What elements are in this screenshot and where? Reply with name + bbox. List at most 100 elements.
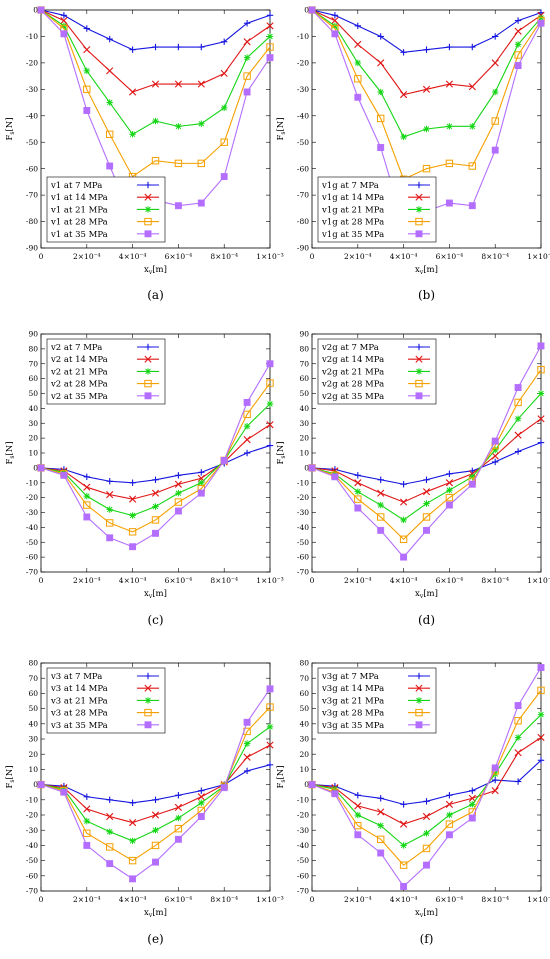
y-tick-label: -50: [26, 856, 38, 865]
marker-filled-square: [152, 529, 159, 537]
x-tick-label: 2×10⁻⁴: [73, 576, 101, 585]
legend: v2g at 7 MPa v2g at 14 MPa v2g at 21 MPa v2…: [317, 338, 437, 405]
marker-filled-square: [308, 781, 316, 789]
marker-star: [355, 488, 361, 495]
marker-square: [445, 820, 454, 828]
legend-label: v3 at 14 MPa: [50, 684, 108, 694]
x-tick-label: 0: [310, 252, 315, 261]
marker-cross: [445, 800, 453, 808]
series-line: [40, 424, 271, 500]
legend: v1 at 7 MPa v1 at 14 MPa v1 at 21 MPa v1 at…: [46, 176, 166, 243]
marker-cross: [400, 91, 408, 99]
marker-square: [422, 164, 431, 173]
marker-square: [128, 528, 137, 536]
marker-filled-square: [174, 835, 182, 843]
marker-square: [399, 861, 408, 869]
y-tick-label: -30: [26, 508, 38, 517]
y-tick-label: 80: [299, 344, 309, 353]
marker-square: [243, 410, 251, 419]
marker-filled-square: [83, 513, 91, 521]
marker-filled-square: [106, 534, 114, 542]
marker-filled-square: [514, 384, 522, 392]
marker-cross: [129, 495, 137, 503]
marker-filled-square: [331, 30, 339, 38]
x-tick-label: 4×10⁻⁴: [119, 252, 147, 261]
marker-filled-square: [197, 489, 205, 497]
marker-square: [415, 379, 423, 388]
y-tick-label: -10: [26, 795, 38, 804]
y-tick-label: -60: [297, 553, 309, 562]
x-tick-label: 2×10⁻⁴: [344, 576, 372, 585]
plot-frame: [40, 9, 271, 249]
marker-filled-square: [445, 199, 453, 207]
marker-star: [84, 68, 90, 74]
y-tick-label: -20: [26, 811, 38, 820]
marker-filled-square: [423, 861, 430, 869]
marker-square: [106, 130, 114, 138]
marker-star: [355, 60, 361, 66]
series-line: [311, 690, 542, 866]
marker-square: [197, 159, 206, 168]
marker-square: [83, 501, 91, 509]
legend-label: v2 at 35 MPa: [50, 392, 108, 402]
y-axis-label: Fs[N]: [276, 441, 287, 464]
marker-star: [446, 487, 453, 493]
panel-caption: (d): [418, 613, 435, 627]
panel-caption: (a): [147, 288, 164, 302]
marker-filled-square: [415, 230, 423, 238]
marker-filled-square: [106, 860, 114, 868]
marker-square: [514, 398, 522, 407]
marker-filled-square: [152, 858, 159, 866]
marker-cross: [415, 355, 423, 363]
marker-star: [446, 812, 453, 818]
legend-label: v2g at 14 MPa: [321, 355, 384, 365]
legend-label: v3g at 35 MPa: [321, 721, 384, 731]
series-line: [311, 714, 542, 847]
marker-cross: [377, 489, 385, 497]
y-axis-label: Fs[N]: [5, 441, 16, 464]
legend-label: v2g at 28 MPa: [321, 380, 384, 390]
marker-cross: [331, 16, 339, 25]
x-tick-label: 8×10⁻⁴: [481, 252, 509, 261]
marker-star: [267, 33, 273, 40]
marker-filled-square: [144, 721, 152, 729]
marker-cross: [174, 80, 182, 88]
legend-label: v2 at 14 MPa: [50, 355, 108, 365]
marker-filled-square: [400, 553, 408, 561]
legend-label: v1 at 14 MPa: [50, 193, 108, 203]
marker-square: [354, 495, 362, 503]
series-2: [37, 6, 274, 96]
marker-square: [243, 72, 251, 80]
series-line: [40, 726, 271, 842]
series-4: [37, 6, 274, 181]
marker-star: [423, 500, 430, 507]
marker-cross: [106, 491, 114, 499]
y-tick-label: -20: [26, 58, 38, 67]
legend-label: v1 at 7 MPa: [50, 181, 102, 191]
marker-filled-square: [468, 814, 476, 822]
marker-filled-square: [377, 526, 385, 534]
marker-square: [514, 717, 522, 725]
legend-label: v1g at 28 MPa: [321, 218, 384, 228]
marker-cross: [491, 452, 499, 460]
y-tick-label: 90: [28, 330, 38, 339]
series-1: [308, 439, 545, 488]
y-tick-label: -50: [297, 538, 309, 547]
marker-square: [354, 75, 362, 83]
x-tick-label: 4×10⁻⁴: [119, 576, 147, 585]
panel-caption: (e): [147, 932, 163, 946]
marker-star: [469, 123, 476, 130]
marker-filled-square: [377, 144, 385, 151]
marker-square: [174, 159, 183, 168]
x-tick-label: 2×10⁻⁴: [344, 252, 372, 261]
y-tick-label: 70: [299, 674, 309, 683]
marker-filled-square: [220, 456, 228, 464]
legend-label: v2 at 21 MPa: [50, 367, 108, 377]
marker-filled-square: [468, 202, 476, 210]
marker-filled-square: [491, 764, 499, 772]
marker-square: [537, 686, 545, 695]
y-tick-label: -40: [26, 841, 38, 850]
marker-filled-square: [243, 88, 251, 96]
x-tick-label: 8×10⁻⁴: [210, 895, 238, 904]
y-tick-label: 20: [299, 750, 309, 759]
